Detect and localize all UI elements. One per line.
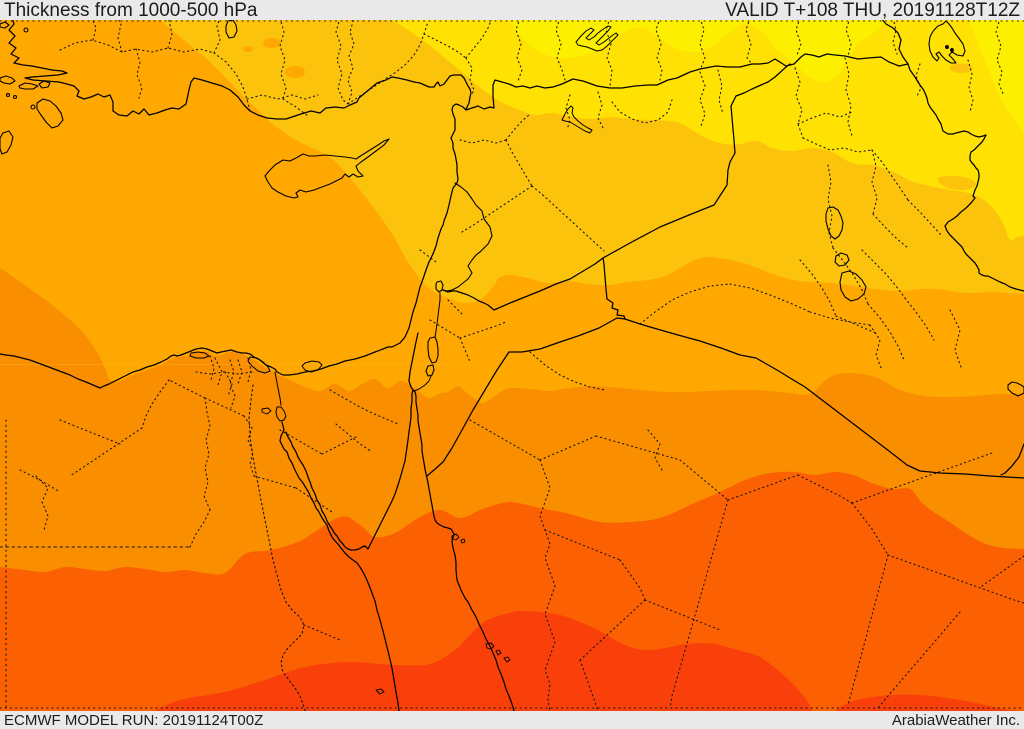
svg-text:Thickness from 1000-500 hPa: Thickness from 1000-500 hPa [4,0,258,21]
svg-text:ArabiaWeather Inc.: ArabiaWeather Inc. [892,712,1020,729]
svg-text:VALID T+108 THU, 20191128T12Z: VALID T+108 THU, 20191128T12Z [725,0,1020,21]
svg-text:ECMWF MODEL RUN: 20191124T00Z: ECMWF MODEL RUN: 20191124T00Z [4,712,263,729]
